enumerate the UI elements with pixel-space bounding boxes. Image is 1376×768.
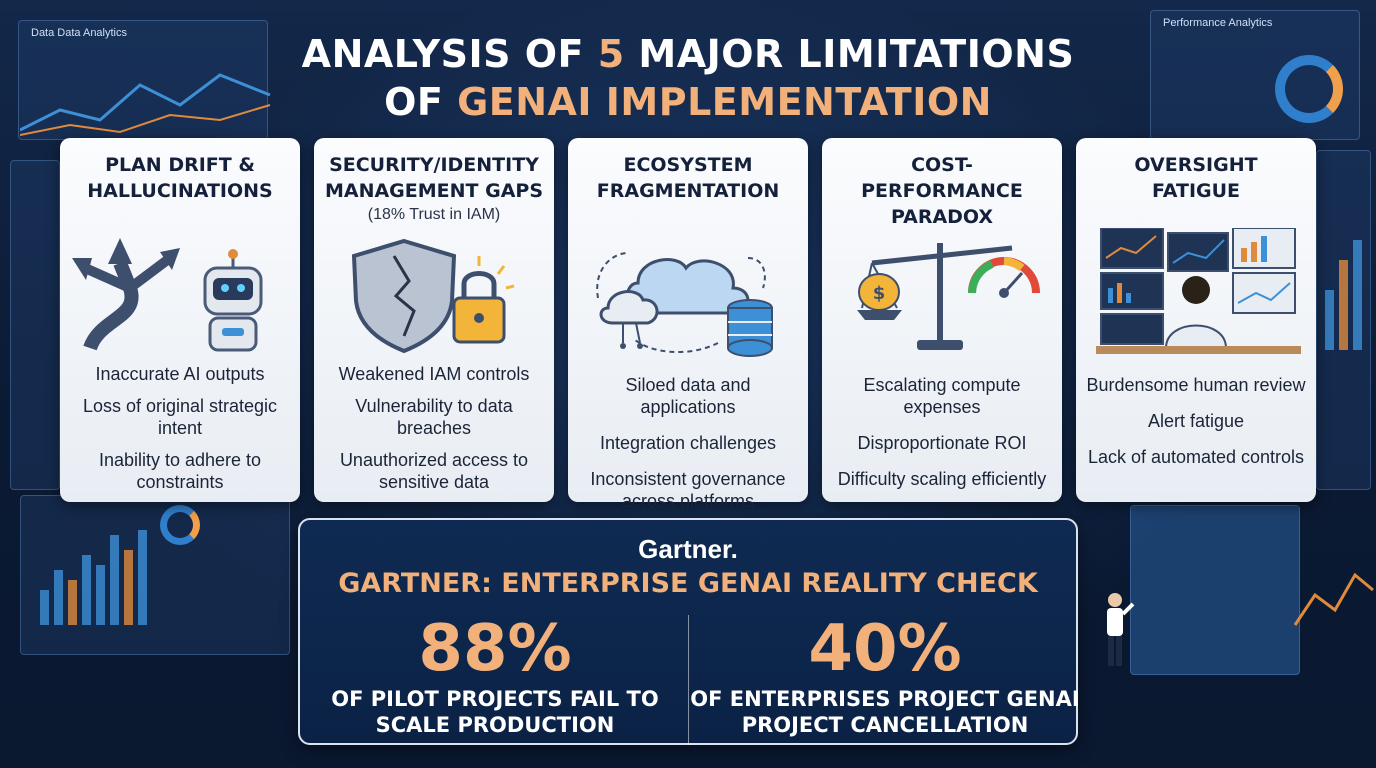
card-item: Integration challenges [599, 433, 777, 453]
card-title: OVERSIGHT FATIGUE [1134, 154, 1258, 202]
card-item-list: Inaccurate AI outputs Loss of original s… [68, 363, 292, 503]
card-item: Alert fatigue [1147, 411, 1245, 431]
stat-pilot-projects: 88% OF PILOT PROJECTS FAIL TO SCALE PROD… [300, 612, 690, 738]
cracked-shield-lock-icon [314, 236, 554, 366]
stat-label-line: OF PILOT PROJECTS FAIL TO [331, 687, 659, 711]
person-monitors-icon [1076, 227, 1316, 358]
card-title: PLAN DRIFT & HALLUCINATIONS [87, 154, 273, 202]
background-line-chart [1293, 572, 1374, 626]
gartner-logo: Gartner. [638, 534, 738, 564]
limitation-card-plan-drift: PLAN DRIFT & HALLUCINATIONS Inaccurate A… [60, 138, 300, 502]
background-gauge-ring [160, 505, 200, 545]
limitation-card-cost: COST-PERFORMANCE PARADOX $ Escalating co… [822, 138, 1062, 502]
card-item: Escalating compute expenses [863, 375, 1021, 417]
background-gauge-ring [1275, 55, 1343, 123]
background-panel [20, 495, 290, 655]
card-item: Burdensome human review [1086, 375, 1306, 395]
card-title: COST-PERFORMANCE PARADOX [861, 154, 1023, 228]
title-text: MAJOR LIMITATIONS [624, 32, 1075, 76]
card-item: Disproportionate ROI [857, 433, 1027, 453]
gartner-heading: GARTNER: ENTERPRISE GENAI REALITY CHECK [338, 568, 1038, 599]
card-item-list: Siloed data and applications Integration… [576, 374, 800, 522]
limitation-card-security: SECURITY/IDENTITY MANAGEMENT GAPS (18% T… [314, 138, 554, 502]
stat-project-cancellation: 40% OF ENTERPRISES PROJECT GENAI PROJECT… [690, 612, 1080, 738]
card-item: Unauthorized access to sensitive data [339, 450, 529, 492]
background-bar-chart [40, 525, 147, 625]
stat-label-line: OF ENTERPRISES PROJECT GENAI [690, 687, 1080, 711]
card-item: Weakened IAM controls [338, 364, 530, 384]
scale-money-gauge-icon: $ [822, 228, 1062, 358]
card-item: Inability to adhere to constraints [98, 450, 262, 492]
card-item: Inaccurate AI outputs [95, 364, 265, 384]
limitation-card-oversight: OVERSIGHT FATIGUE Burdensome human revie… [1076, 138, 1316, 502]
card-title: ECOSYSTEM FRAGMENTATION [596, 154, 780, 202]
background-monitor [1130, 505, 1300, 675]
background-panel [10, 160, 60, 490]
svg-text:$: $ [873, 283, 886, 304]
stat-value: 40% [808, 612, 962, 686]
card-item-list: Burdensome human review Alert fatigue La… [1084, 374, 1308, 478]
background-label: Performance Analytics [1163, 17, 1273, 29]
title-text: ANALYSIS OF [301, 32, 598, 76]
title-text: OF [384, 80, 458, 124]
stat-value: 88% [418, 612, 572, 686]
title-accent: 5 [597, 32, 625, 76]
stat-label-line: SCALE PRODUCTION [375, 713, 615, 737]
stat-label-line: PROJECT CANCELLATION [741, 713, 1029, 737]
background-panel: Data Data Analytics [18, 20, 268, 140]
limitation-card-ecosystem: ECOSYSTEM FRAGMENTATION Siloed data and … [568, 138, 808, 511]
stat-divider [688, 615, 689, 745]
card-item: Lack of automated controls [1087, 447, 1305, 467]
card-item: Difficulty scaling efficiently [837, 469, 1047, 489]
card-item: Siloed data and applications [625, 375, 751, 417]
background-label: Data Data Analytics [31, 27, 127, 39]
cloud-database-icon [568, 228, 808, 358]
title-line-1: ANALYSIS OF 5 MAJOR LIMITATIONS [0, 30, 1376, 78]
card-item: Vulnerability to data breaches [355, 396, 513, 438]
background-bar-chart [1325, 230, 1362, 350]
analyst-figure-icon [1107, 593, 1135, 666]
title-line-2: OF GENAI IMPLEMENTATION [0, 78, 1376, 126]
diverging-road-robot-icon [60, 228, 300, 358]
card-subtitle: (18% Trust in IAM) [367, 206, 501, 223]
card-item: Loss of original strategic intent [82, 396, 278, 438]
background-line-chart [20, 73, 271, 136]
card-item-list: Weakened IAM controls Vulnerability to d… [322, 363, 546, 503]
card-item: Inconsistent governance across platforms [590, 469, 786, 511]
card-title: SECURITY/IDENTITY MANAGEMENT GAPS [324, 154, 544, 202]
title-accent: GENAI IMPLEMENTATION [457, 80, 992, 124]
gartner-reality-check-panel: Gartner. GARTNER: ENTERPRISE GENAI REALI… [298, 518, 1080, 745]
page-title: ANALYSIS OF 5 MAJOR LIMITATIONS OF GENAI… [0, 30, 1376, 126]
card-item-list: Escalating compute expenses Disproportio… [830, 374, 1054, 500]
